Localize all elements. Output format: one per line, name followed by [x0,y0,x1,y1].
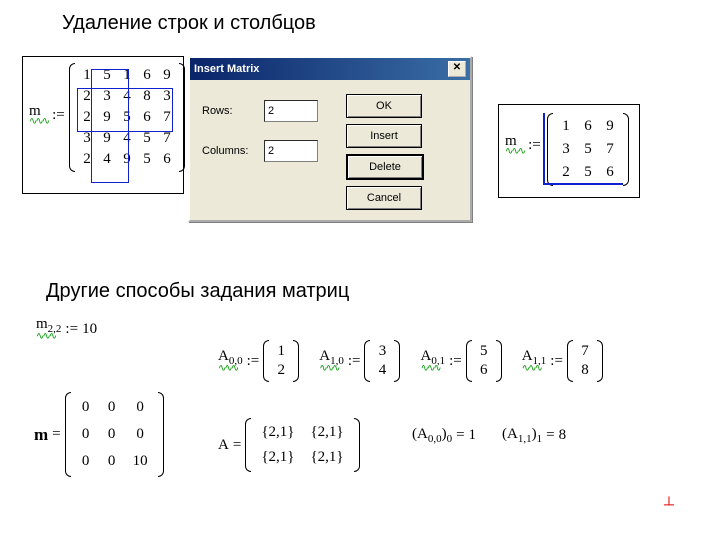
col-assign-vector: 56 [466,340,502,382]
big-a-eq: = [233,437,241,454]
col-assign: A1,1 ∿∿∿ := 78 [522,340,603,382]
elem-result-val: 8 [559,427,567,444]
ok-button[interactable]: OK [346,94,422,118]
scalar-var: m2,2 ∿∿∿ [36,316,61,342]
scalar-assign: m2,2 ∿∿∿ := 10 [36,316,97,342]
col-assign-op: := [348,353,361,370]
col-assign-op: := [449,353,462,370]
col-assign: A1,0 ∿∿∿ := 34 [319,340,400,382]
big-a-expr: A = {2,1}{2,1}{2,1}{2,1} [218,418,360,472]
rows-field: Rows: [202,100,318,122]
insert-matrix-dialog: Insert Matrix ✕ Rows: Columns: OK Insert… [188,56,472,222]
col-assign-var: A0,1 ∿∿∿ [420,348,445,374]
col-assign: A0,0 ∿∿∿ := 12 [218,340,299,382]
result-m-expr: m = 0000000010 [34,392,164,477]
rows-input[interactable] [264,100,318,122]
result-m-matrix: 0000000010 [65,392,164,477]
col-assign-op: := [247,353,260,370]
elem-result: (A1,1)1 = 8 [502,426,566,445]
col-assign-var: A0,0 ∿∿∿ [218,348,243,374]
dialog-titlebar: Insert Matrix ✕ [190,58,470,80]
elem-result-eq: = [456,427,464,444]
heading-other: Другие способы задания матриц [46,280,349,303]
matrix5-assign-op: := [52,107,65,124]
squiggle-icon: ∿∿∿ [505,146,524,157]
matrix3-selection-bracket [543,113,623,185]
insert-button[interactable]: Insert [346,124,422,148]
elem-result-eq: = [546,427,554,444]
matrix3-assign-op: := [528,137,541,154]
matrix5-row-selection [77,88,173,132]
heading-delete: Удаление строк и столбцов [62,12,316,35]
columns-input[interactable] [264,140,318,162]
matrix5-var: m∿∿∿ [29,103,48,127]
columns-field: Columns: [202,140,318,162]
elem-result-lhs: (A0,0)0 [412,426,452,445]
elem-result-val: 1 [469,427,477,444]
result-m-eq: = [52,426,60,443]
column-vector-assigns: A0,0 ∿∿∿ := 12 A1,0 ∿∿∿ := 34 A0,1 ∿∿∿ :… [218,340,603,382]
matrix-cell: 0 [125,394,156,421]
matrix-cell: 10 [125,448,156,475]
elem-result-lhs: (A1,1)1 [502,426,542,445]
matrix-5x5-panel: m∿∿∿ := 1516923483295673945724956 [22,56,184,194]
matrix-cell: {2,1} [302,445,351,470]
red-cursor-icon: ┴ [664,498,674,514]
matrix-cell: {2,1} [302,420,351,445]
columns-label: Columns: [202,145,258,157]
col-assign-vector: 78 [567,340,603,382]
delete-button[interactable]: Delete [346,154,424,180]
col-assign-op: := [550,353,563,370]
col-assign-var: A1,0 ∿∿∿ [319,348,344,374]
matrix-3x3-panel: m∿∿∿ := 169357256 [498,104,640,198]
scalar-value: 10 [82,321,97,338]
matrix-cell: 0 [99,448,125,475]
big-a-var: A [218,437,229,454]
matrix3-var: m∿∿∿ [505,133,524,157]
rows-label: Rows: [202,105,258,117]
cancel-button[interactable]: Cancel [346,186,422,210]
col-assign-vector: 12 [263,340,299,382]
matrix-cell: 0 [73,394,99,421]
matrix-cell: {2,1} [253,420,302,445]
close-icon[interactable]: ✕ [448,61,466,77]
col-assign-var: A1,1 ∿∿∿ [522,348,547,374]
big-a-matrix: {2,1}{2,1}{2,1}{2,1} [245,418,359,472]
matrix-cell: 0 [73,421,99,448]
col-assign: A0,1 ∿∿∿ := 56 [420,340,501,382]
dialog-title: Insert Matrix [194,63,259,75]
matrix-cell: 0 [73,448,99,475]
matrix-cell: 6 [157,149,177,170]
matrix-cell: 9 [157,65,177,86]
elem-result: (A0,0)0 = 1 [412,426,476,445]
squiggle-icon: ∿∿∿ [29,116,48,127]
matrix-cell: 0 [125,421,156,448]
col-assign-vector: 34 [364,340,400,382]
matrix-cell: {2,1} [253,445,302,470]
matrix-cell: 0 [99,394,125,421]
result-m-var: m [34,425,48,445]
matrix-cell: 6 [137,65,157,86]
matrix-cell: 5 [137,149,157,170]
matrix-cell: 0 [99,421,125,448]
element-results: (A0,0)0 = 1 (A1,1)1 = 8 [412,426,566,445]
scalar-assign-op: := [65,321,78,338]
